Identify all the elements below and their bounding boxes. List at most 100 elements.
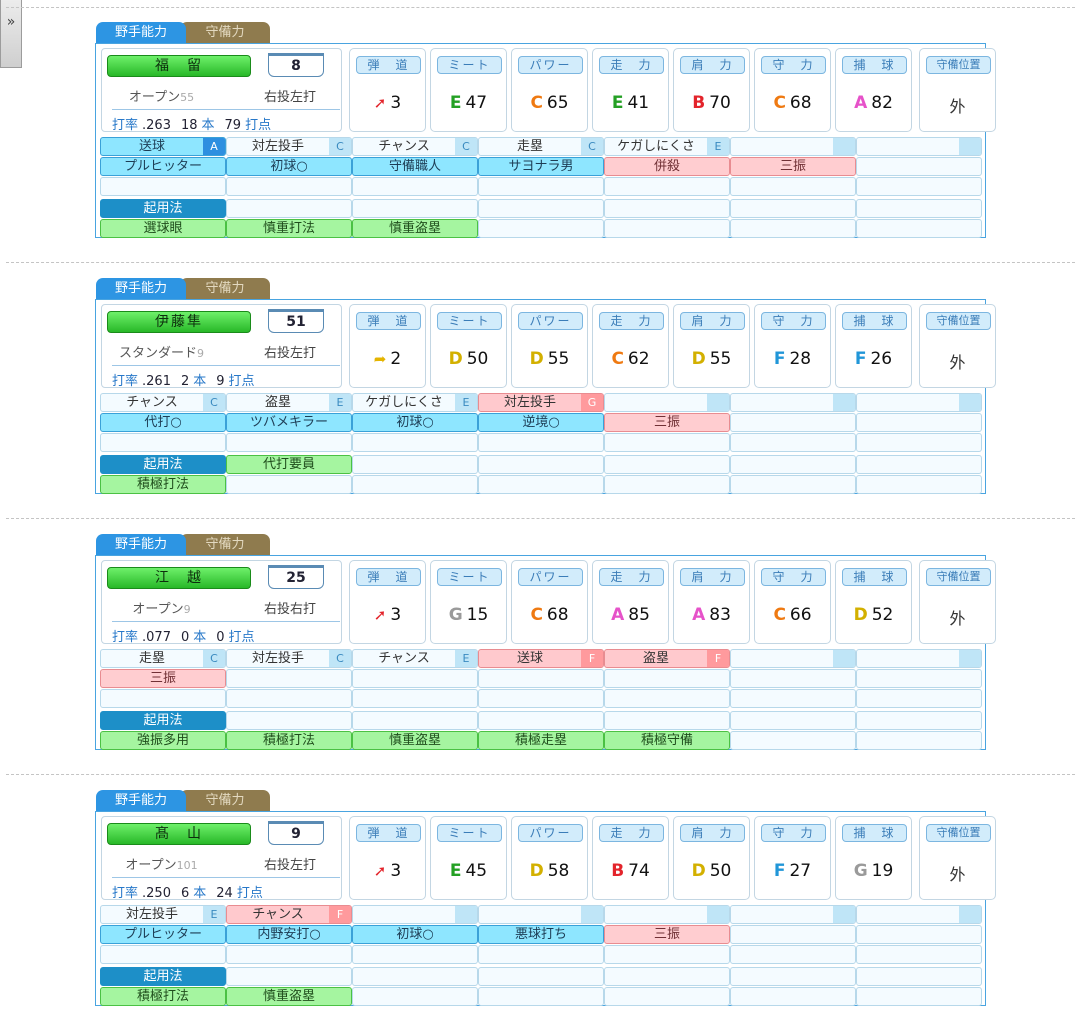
skill-grade-cell[interactable] (856, 905, 982, 924)
strategy-cell[interactable] (478, 219, 604, 238)
special-ability-cell[interactable]: 三振 (604, 413, 730, 432)
strategy-cell[interactable] (730, 731, 856, 750)
usage-cell[interactable] (730, 967, 856, 986)
strategy-cell[interactable] (226, 475, 352, 494)
special-ability-cell[interactable]: 内野安打○ (226, 925, 352, 944)
player-name[interactable]: 髙 山 (107, 823, 251, 845)
strategy-cell[interactable] (604, 475, 730, 494)
usage-cell[interactable]: 代打要員 (226, 455, 352, 474)
usage-cell[interactable] (352, 967, 478, 986)
special-ability-cell[interactable]: プルヒッター (100, 925, 226, 944)
skill-grade-cell[interactable] (478, 905, 604, 924)
tab-batting[interactable]: 野手能力 (96, 790, 186, 811)
special-ability-cell[interactable] (478, 669, 604, 688)
skill-grade-cell[interactable]: 対左投手 C (226, 137, 352, 156)
strategy-cell[interactable] (856, 987, 982, 1006)
tab-defense[interactable]: 守備力 (180, 22, 270, 43)
usage-cell[interactable] (352, 711, 478, 730)
strategy-cell[interactable]: 積極守備 (604, 731, 730, 750)
player-name[interactable]: 江 越 (107, 567, 251, 589)
strategy-cell[interactable] (856, 219, 982, 238)
strategy-cell[interactable] (730, 987, 856, 1006)
skill-grade-cell[interactable]: チャンス C (100, 393, 226, 412)
usage-cell[interactable] (478, 455, 604, 474)
skill-grade-cell[interactable]: チャンス C (352, 137, 478, 156)
strategy-cell[interactable]: 積極打法 (100, 987, 226, 1006)
skill-grade-cell[interactable]: 対左投手 G (478, 393, 604, 412)
skill-grade-cell[interactable]: ケガしにくさ E (352, 393, 478, 412)
tab-batting[interactable]: 野手能力 (96, 22, 186, 43)
special-ability-cell[interactable] (856, 669, 982, 688)
skill-grade-cell[interactable] (604, 905, 730, 924)
special-ability-cell[interactable]: 初球○ (226, 157, 352, 176)
skill-grade-cell[interactable]: 送球 A (100, 137, 226, 156)
special-ability-cell[interactable] (730, 413, 856, 432)
strategy-cell[interactable]: 積極打法 (226, 731, 352, 750)
special-ability-cell[interactable]: 併殺 (604, 157, 730, 176)
skill-grade-cell[interactable] (856, 393, 982, 412)
usage-cell[interactable] (226, 967, 352, 986)
skill-grade-cell[interactable]: 盗塁 F (604, 649, 730, 668)
special-ability-cell[interactable]: 悪球打ち (478, 925, 604, 944)
strategy-cell[interactable]: 選球眼 (100, 219, 226, 238)
usage-cell[interactable] (226, 199, 352, 218)
special-ability-cell[interactable]: 三振 (100, 669, 226, 688)
skill-grade-cell[interactable]: 走塁 C (478, 137, 604, 156)
special-ability-cell[interactable] (226, 669, 352, 688)
strategy-cell[interactable] (352, 475, 478, 494)
skill-grade-cell[interactable]: 送球 F (478, 649, 604, 668)
usage-cell[interactable] (478, 199, 604, 218)
usage-cell[interactable] (352, 199, 478, 218)
usage-cell[interactable] (856, 455, 982, 474)
strategy-cell[interactable] (730, 475, 856, 494)
usage-cell[interactable] (478, 711, 604, 730)
special-ability-cell[interactable]: 代打○ (100, 413, 226, 432)
skill-grade-cell[interactable]: ケガしにくさ E (604, 137, 730, 156)
player-name[interactable]: 伊藤隼 (107, 311, 251, 333)
tab-batting[interactable]: 野手能力 (96, 534, 186, 555)
usage-cell[interactable] (604, 967, 730, 986)
strategy-cell[interactable] (478, 987, 604, 1006)
skill-grade-cell[interactable] (730, 649, 856, 668)
usage-cell[interactable] (856, 711, 982, 730)
tab-defense[interactable]: 守備力 (180, 790, 270, 811)
special-ability-cell[interactable] (730, 925, 856, 944)
special-ability-cell[interactable] (730, 669, 856, 688)
special-ability-cell[interactable] (856, 157, 982, 176)
usage-cell[interactable] (856, 199, 982, 218)
usage-cell[interactable] (226, 711, 352, 730)
strategy-cell[interactable]: 慎重盗塁 (352, 731, 478, 750)
strategy-cell[interactable] (604, 219, 730, 238)
usage-cell[interactable] (604, 711, 730, 730)
skill-grade-cell[interactable]: 盗塁 E (226, 393, 352, 412)
strategy-cell[interactable] (856, 731, 982, 750)
strategy-cell[interactable]: 積極走塁 (478, 731, 604, 750)
special-ability-cell[interactable]: 逆境○ (478, 413, 604, 432)
special-ability-cell[interactable]: 守備職人 (352, 157, 478, 176)
skill-grade-cell[interactable] (604, 393, 730, 412)
usage-cell[interactable] (604, 455, 730, 474)
usage-cell[interactable] (730, 711, 856, 730)
strategy-cell[interactable] (730, 219, 856, 238)
skill-grade-cell[interactable] (856, 137, 982, 156)
special-ability-cell[interactable]: 初球○ (352, 925, 478, 944)
tab-defense[interactable]: 守備力 (180, 278, 270, 299)
special-ability-cell[interactable] (604, 669, 730, 688)
skill-grade-cell[interactable]: チャンス E (352, 649, 478, 668)
strategy-cell[interactable]: 積極打法 (100, 475, 226, 494)
strategy-cell[interactable] (856, 475, 982, 494)
usage-cell[interactable] (352, 455, 478, 474)
tab-batting[interactable]: 野手能力 (96, 278, 186, 299)
skill-grade-cell[interactable] (856, 649, 982, 668)
skill-grade-cell[interactable]: チャンス F (226, 905, 352, 924)
special-ability-cell[interactable]: プルヒッター (100, 157, 226, 176)
special-ability-cell[interactable]: 三振 (730, 157, 856, 176)
skill-grade-cell[interactable] (730, 905, 856, 924)
special-ability-cell[interactable]: ツバメキラー (226, 413, 352, 432)
tab-defense[interactable]: 守備力 (180, 534, 270, 555)
skill-grade-cell[interactable]: 対左投手 C (226, 649, 352, 668)
player-name[interactable]: 福 留 (107, 55, 251, 77)
usage-cell[interactable] (856, 967, 982, 986)
special-ability-cell[interactable]: 初球○ (352, 413, 478, 432)
expand-sidebar-button[interactable]: » (0, 0, 22, 68)
